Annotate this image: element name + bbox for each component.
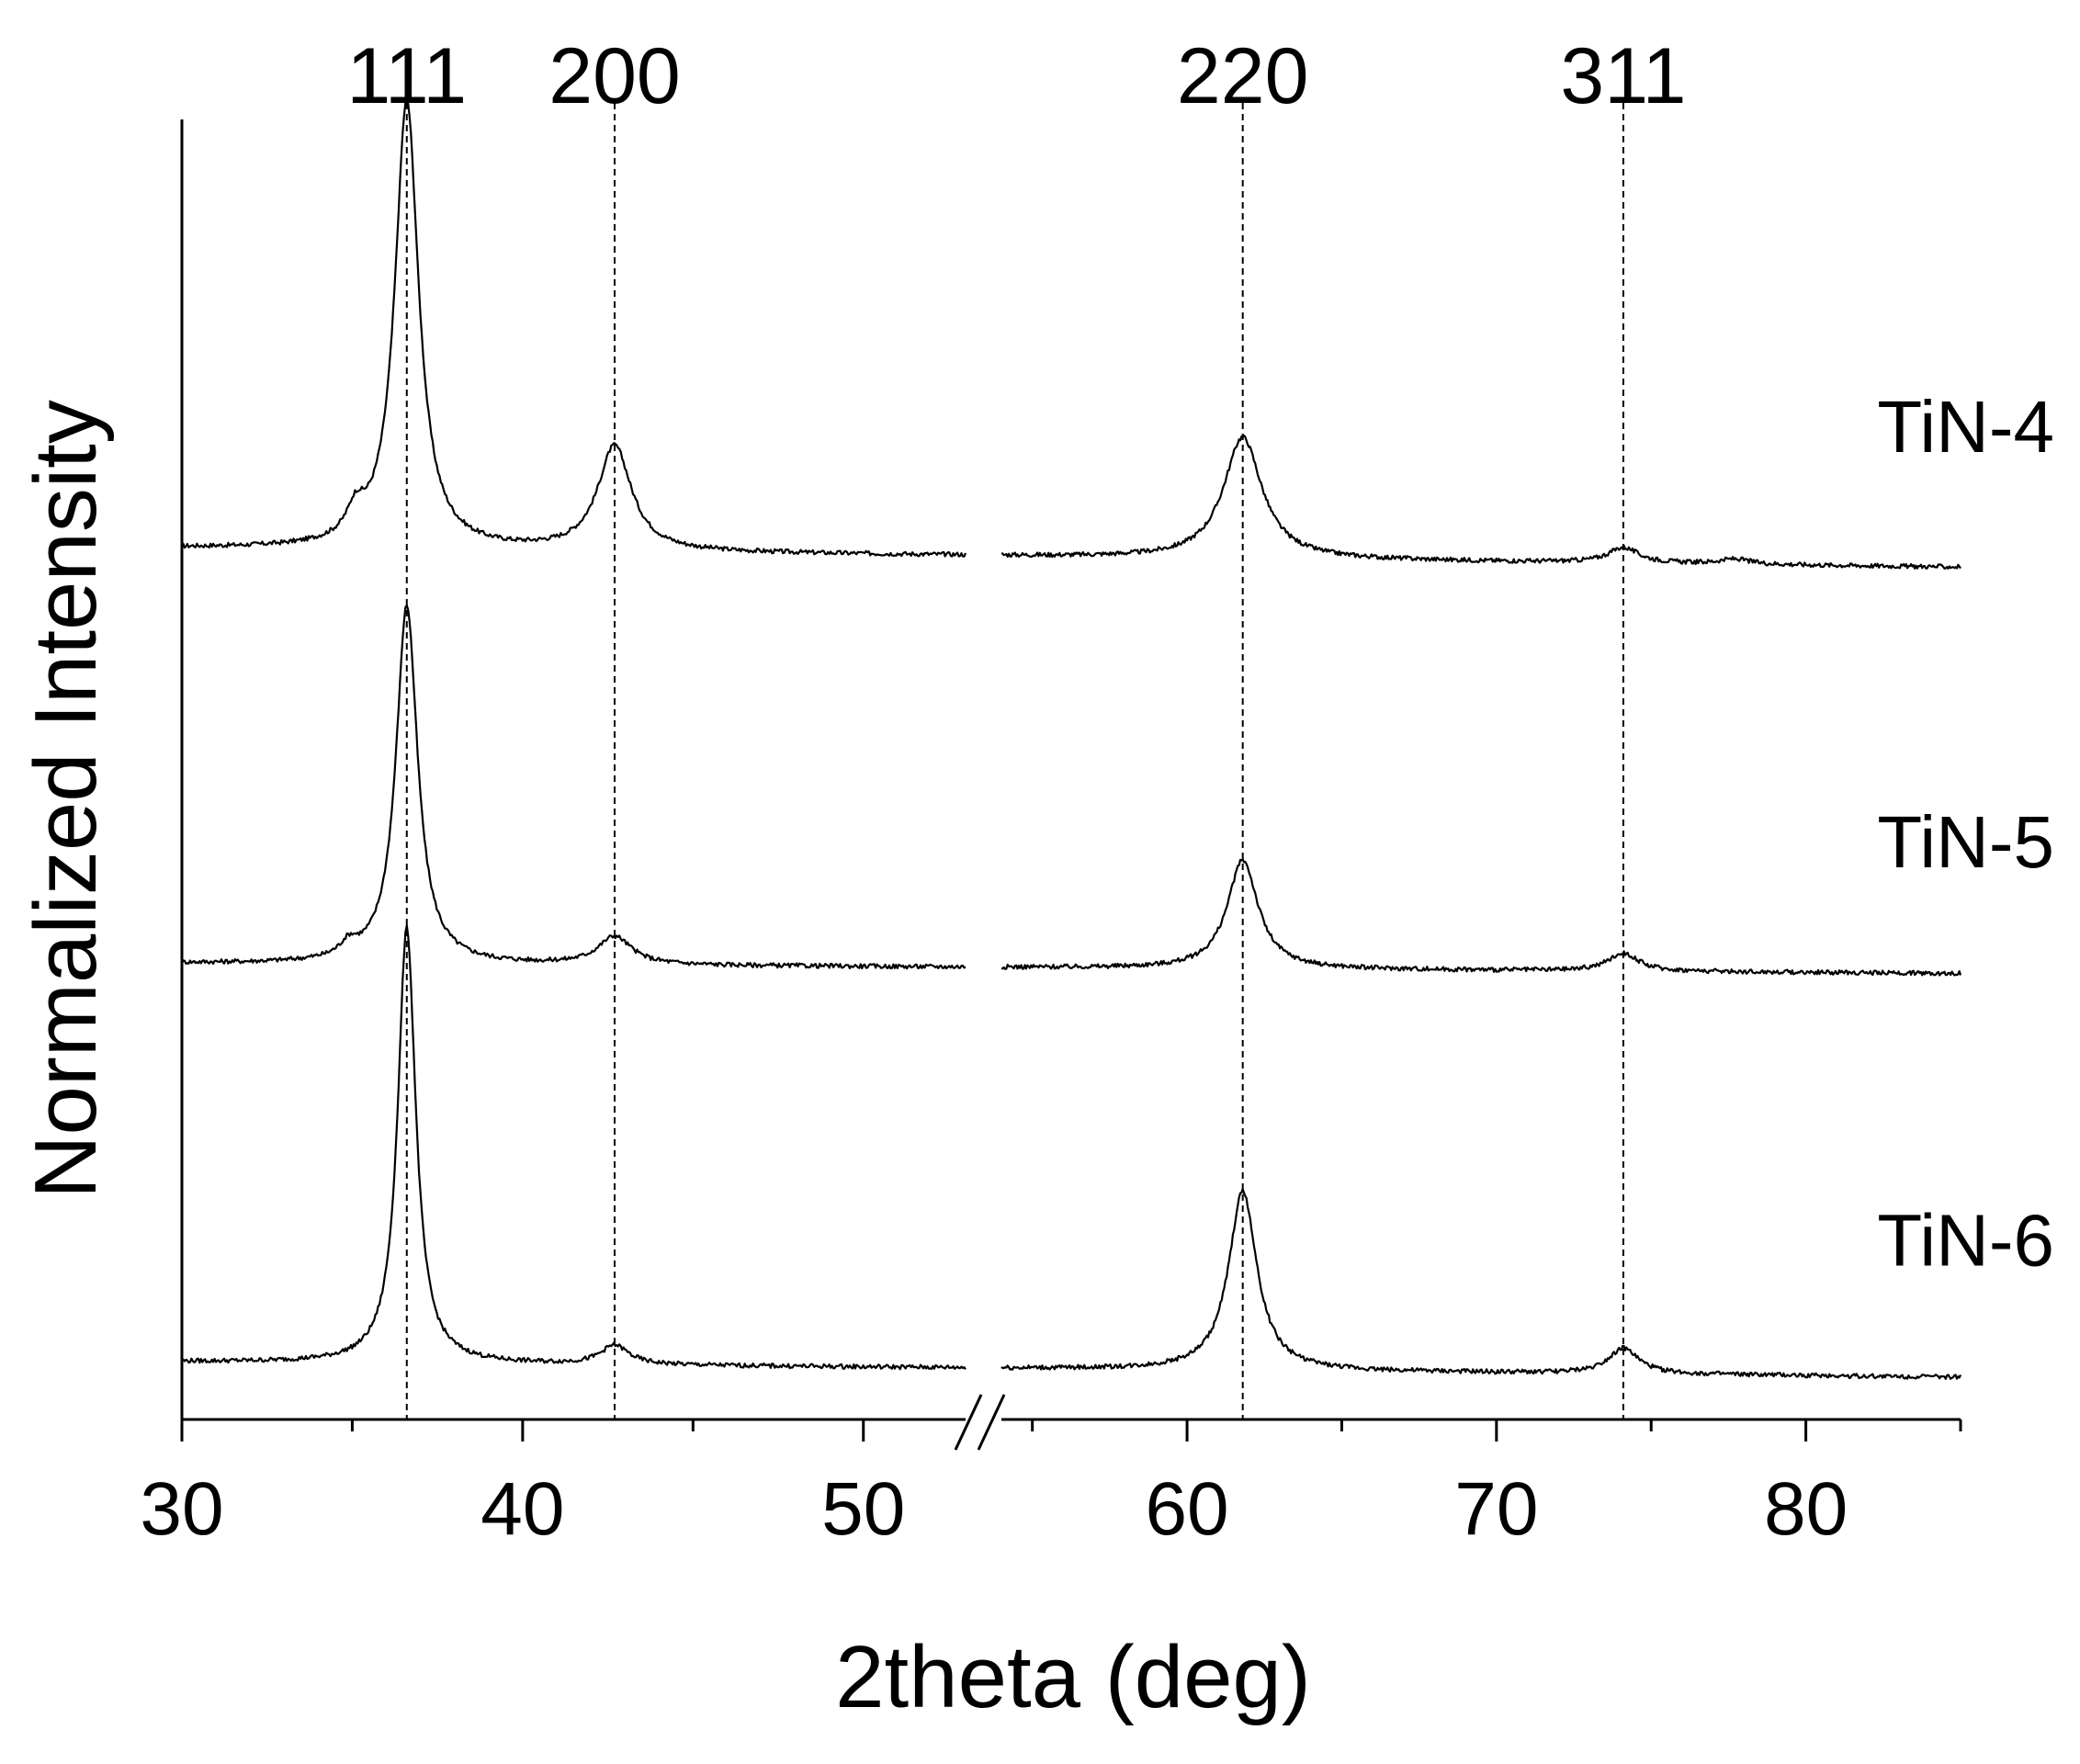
y-axis-title: Normalized Intensity <box>17 400 115 1199</box>
x-tick-label: 80 <box>1764 1467 1848 1551</box>
peak-label-220: 220 <box>1177 32 1309 120</box>
series-line-TiN-6-segment-1 <box>181 924 967 1371</box>
series-line-TiN-5-segment-2 <box>1000 858 1962 977</box>
series-line-TiN-6-segment-2 <box>1000 1188 1962 1380</box>
peak-labels: 111 200 220 311 <box>346 32 1686 120</box>
series-line-TiN-5-segment-1 <box>180 604 967 970</box>
series-label-TiN-6: TiN-6 <box>1877 1200 2054 1282</box>
x-tick-label: 60 <box>1145 1467 1228 1551</box>
axis-break-mark <box>977 1394 1006 1451</box>
series-label-TiN-4: TiN-4 <box>1877 386 2054 468</box>
reference-lines <box>405 103 1624 1419</box>
axis-break-mark <box>954 1394 983 1451</box>
peak-label-311: 311 <box>1560 32 1686 120</box>
peak-label-111: 111 <box>346 32 467 120</box>
x-tick-label: 40 <box>480 1467 564 1551</box>
peak-label-200: 200 <box>548 32 681 120</box>
x-tick-labels: 30 40 50 60 70 80 <box>140 1467 1848 1551</box>
series-lines <box>180 97 1962 1380</box>
x-axis-title: 2theta (deg) <box>835 1628 1311 1726</box>
series-line-TiN-4-segment-1 <box>181 97 967 558</box>
x-tick-label: 70 <box>1454 1467 1538 1551</box>
series-line-TiN-4-segment-2 <box>1000 435 1961 570</box>
series-labels: TiN-4 TiN-5 TiN-6 <box>1877 386 2054 1282</box>
series-label-TiN-5: TiN-5 <box>1877 801 2054 883</box>
axes <box>180 119 1962 1451</box>
x-tick-label: 30 <box>140 1467 223 1551</box>
x-tick-label: 50 <box>821 1467 905 1551</box>
